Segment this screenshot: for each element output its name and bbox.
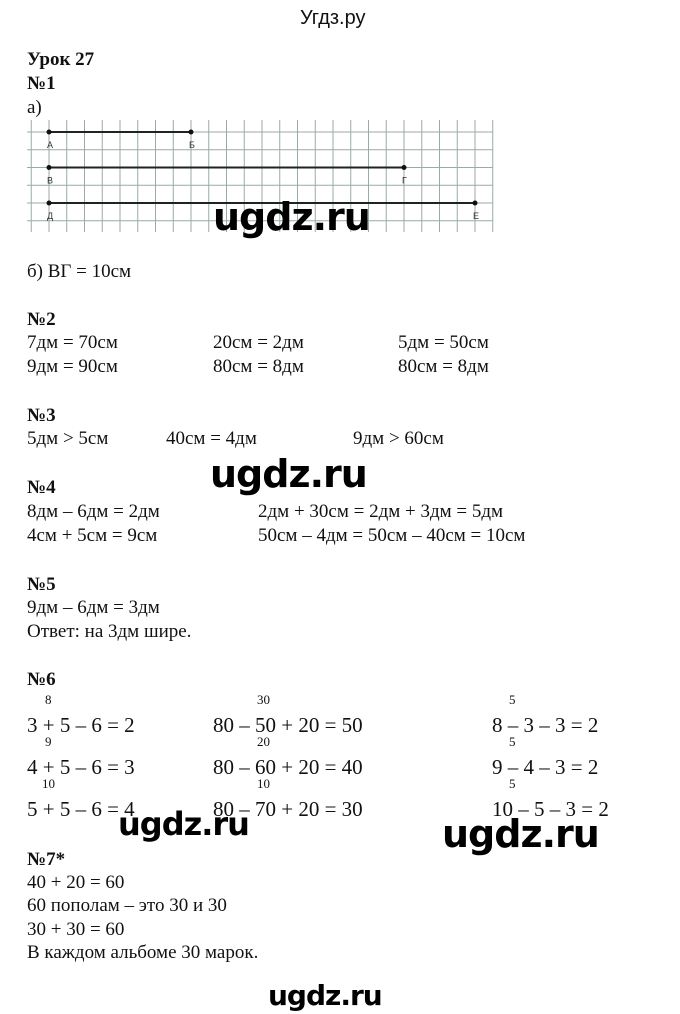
task6-expression: 5 + 5 – 6 = 4	[27, 797, 135, 821]
task7-number: №7*	[27, 849, 66, 870]
task3-item: 40см = 4дм	[166, 428, 257, 449]
task4-cell: 8дм – 6дм = 2дм	[27, 501, 160, 522]
segment-endpoint	[188, 129, 194, 135]
task7-line: В каждом альбоме 30 марок.	[27, 942, 259, 963]
point-label: Г	[402, 176, 407, 186]
task4-number: №4	[27, 477, 56, 498]
task6-number: №6	[27, 669, 56, 690]
task6-hint: 5	[509, 734, 516, 749]
task3-number: №3	[27, 405, 56, 426]
point-label: В	[47, 176, 53, 186]
segment-endpoint	[401, 165, 407, 170]
task6-hint: 10	[42, 776, 55, 791]
task4-cell: 4см + 5см = 9см	[27, 525, 158, 546]
task2-cell: 80см = 8дм	[213, 356, 304, 377]
task6-hint: 9	[45, 734, 52, 749]
task5-line: Ответ: на 3дм шире.	[27, 621, 192, 642]
task2-number: №2	[27, 309, 56, 330]
watermark: ugdz.ru	[213, 195, 371, 239]
task3-item: 9дм > 60см	[353, 428, 444, 449]
point-label: Д	[47, 211, 53, 221]
segments-grid: А Б В Г Д Е	[27, 120, 494, 232]
segment-endpoint	[46, 165, 52, 170]
task6-hint: 5	[509, 692, 516, 707]
task2-cell: 20см = 2дм	[213, 332, 304, 353]
watermark: ugdz.ru	[118, 805, 250, 843]
task7-line: 30 + 30 = 60	[27, 919, 125, 940]
task4-cell: 50см – 4дм = 50см – 40см = 10см	[258, 525, 526, 546]
task7-line: 60 пополам – это 30 и 30	[27, 895, 227, 916]
point-label: Е	[473, 211, 479, 221]
watermark: ugdz.ru	[442, 812, 600, 856]
site-header: Угдз.ру	[300, 7, 366, 29]
task4-cell: 2дм + 30см = 2дм + 3дм = 5дм	[258, 501, 504, 522]
task6-expression: 9 – 4 – 3 = 2	[492, 755, 599, 779]
task2-cell: 80см = 8дм	[398, 356, 489, 377]
watermark: ugdz.ru	[268, 979, 383, 1012]
task6-expression: 3 + 5 – 6 = 2	[27, 713, 135, 737]
task1-part-b: б) ВГ = 10см	[27, 261, 132, 282]
task6-hint: 10	[257, 776, 270, 791]
point-label: Б	[189, 140, 195, 150]
task2-cell: 7дм = 70см	[27, 332, 118, 353]
task6-expression: 4 + 5 – 6 = 3	[27, 755, 135, 779]
task6-hint: 5	[509, 776, 516, 791]
lesson-title: Урок 27	[27, 49, 95, 70]
task3-item: 5дм > 5см	[27, 428, 109, 449]
task5-line: 9дм – 6дм = 3дм	[27, 597, 160, 618]
task1-part-a: а)	[27, 97, 42, 118]
task2-cell: 5дм = 50см	[398, 332, 489, 353]
task1-number: №1	[27, 73, 56, 94]
task6-hint: 30	[257, 692, 270, 707]
task2-cell: 9дм = 90см	[27, 356, 118, 377]
task6-expression: 10 – 5 – 3 = 2	[492, 797, 609, 821]
task6-expression: 8 – 3 – 3 = 2	[492, 713, 599, 737]
segment-endpoint	[46, 129, 52, 135]
watermark: ugdz.ru	[210, 452, 368, 496]
task6-expression: 80 – 60 + 20 = 40	[213, 755, 363, 779]
point-label: А	[47, 140, 53, 150]
task5-number: №5	[27, 574, 56, 595]
segment-endpoint	[472, 200, 478, 206]
segment-endpoint	[46, 200, 52, 206]
task6-hint: 20	[257, 734, 270, 749]
task6-expression: 80 – 50 + 20 = 50	[213, 713, 363, 737]
task6-expression: 80 – 70 + 20 = 30	[213, 797, 363, 821]
task6-hint: 8	[45, 692, 52, 707]
task7-line: 40 + 20 = 60	[27, 872, 125, 893]
